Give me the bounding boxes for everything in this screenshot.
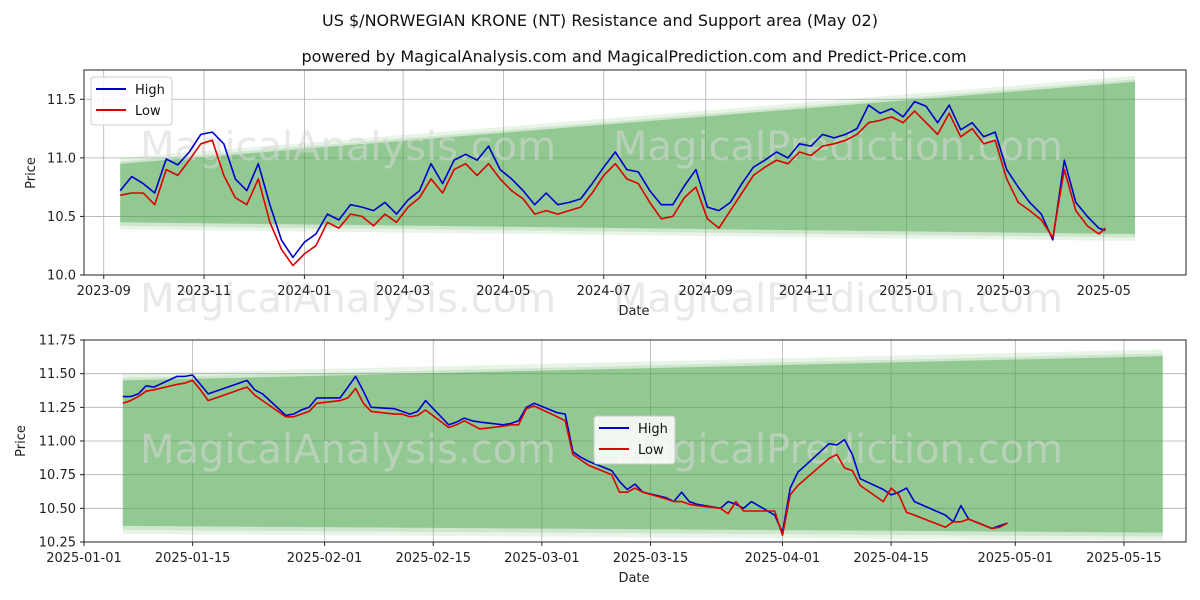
bottom-legend-low-label: Low: [638, 443, 664, 458]
mid-watermark-left: MagicalAnalysis.com: [140, 276, 556, 322]
bottom-x-tick-label: 2025-02-01: [287, 551, 363, 566]
bottom-y-tick-label: 10.50: [39, 502, 76, 517]
top-x-tick-label: 2024-09: [679, 284, 733, 299]
top-x-tick-label: 2024-11: [779, 284, 833, 299]
bottom-y-tick-label: 11.50: [39, 367, 76, 382]
top-y-tick-label: 10.0: [47, 269, 76, 284]
top-watermark-left: MagicalAnalysis.com: [140, 124, 556, 170]
bottom-x-tick-label: 2025-01-15: [155, 551, 231, 566]
bottom-y-tick-label: 10.75: [39, 468, 76, 483]
bottom-y-tick-label: 10.25: [39, 536, 76, 551]
top-y-tick-label: 11.5: [47, 93, 76, 108]
top-panel: MagicalAnalysis.com MagicalPrediction.co…: [24, 69, 1187, 322]
top-y-ticks: 10.0 10.5 11.0 11.5: [47, 93, 84, 284]
bottom-y-tick-label: 11.00: [39, 435, 76, 450]
bottom-watermark-right: MagicalPrediction.com: [613, 427, 1063, 473]
bottom-x-tick-label: 2025-03-15: [613, 551, 689, 566]
bottom-x-axis-label: Date: [618, 571, 649, 586]
bottom-y-tick-label: 11.25: [39, 401, 76, 416]
bottom-x-tick-label: 2025-01-01: [46, 551, 122, 566]
top-x-axis-label: Date: [618, 304, 649, 319]
bottom-y-ticks: 10.25 10.50 10.75 11.00 11.25 11.50 11.75: [39, 334, 84, 551]
top-axes-frame: [83, 69, 1187, 276]
top-x-tick-label: 2024-01: [277, 284, 331, 299]
bottom-y-axis-label: Price: [14, 425, 29, 457]
bottom-legend-high-label: High: [638, 422, 668, 437]
top-series-high-line: [119, 100, 1106, 259]
bottom-panel: MagicalAnalysis.com MagicalPrediction.co…: [14, 334, 1187, 586]
top-series-low-line: [120, 110, 1106, 267]
bottom-watermark-left: MagicalAnalysis.com: [140, 427, 556, 473]
bottom-x-tick-label: 2025-03-01: [504, 551, 580, 566]
bottom-x-tick-label: 2025-04-01: [745, 551, 821, 566]
top-x-tick-label: 2025-03: [976, 284, 1030, 299]
bottom-lines: [122, 374, 1008, 537]
bottom-x-tick-label: 2025-05-01: [977, 551, 1053, 566]
bottom-x-ticks: 2025-01-01 2025-01-15 2025-02-01 2025-02-15…: [46, 542, 1162, 566]
top-x-tick-label: 2023-11: [177, 284, 231, 299]
bottom-series-high-line: [122, 374, 1008, 534]
top-band-layer: [120, 79, 1136, 238]
top-legend-high-label: High: [135, 83, 165, 98]
chart-subtitle: powered by MagicalAnalysis.com and Magic…: [301, 47, 966, 66]
bottom-legend: High Low: [593, 415, 676, 465]
top-x-tick-label: 2024-03: [376, 284, 430, 299]
chart-title: US $/NORWEGIAN KRONE (NT) Resistance and…: [322, 11, 878, 30]
bottom-x-tick-label: 2025-04-15: [853, 551, 929, 566]
bottom-series-low-line: [122, 379, 1008, 537]
top-x-tick-label: 2024-05: [476, 284, 530, 299]
top-x-tick-label: 2025-05: [1077, 284, 1131, 299]
top-legend-low-label: Low: [135, 104, 161, 119]
mid-watermark-right: MagicalPrediction.com: [613, 276, 1063, 322]
top-legend: High Low: [90, 76, 173, 126]
top-x-ticks: 2023-09 2023-11 2024-01 2024-03 2024-05 2024-…: [77, 275, 1131, 299]
top-y-tick-label: 11.0: [47, 151, 76, 166]
bottom-y-tick-label: 11.75: [39, 334, 76, 349]
top-watermark-right: MagicalPrediction.com: [613, 124, 1063, 170]
top-lines: [119, 100, 1106, 267]
top-x-tick-label: 2024-07: [577, 284, 631, 299]
top-x-tick-label: 2025-01: [879, 284, 933, 299]
bottom-x-tick-label: 2025-05-15: [1086, 551, 1162, 566]
top-x-tick-label: 2023-09: [77, 284, 131, 299]
top-y-axis-label: Price: [24, 157, 39, 189]
top-band-layer: [120, 75, 1136, 242]
bottom-x-tick-label: 2025-02-15: [395, 551, 471, 566]
top-y-tick-label: 10.5: [47, 210, 76, 225]
